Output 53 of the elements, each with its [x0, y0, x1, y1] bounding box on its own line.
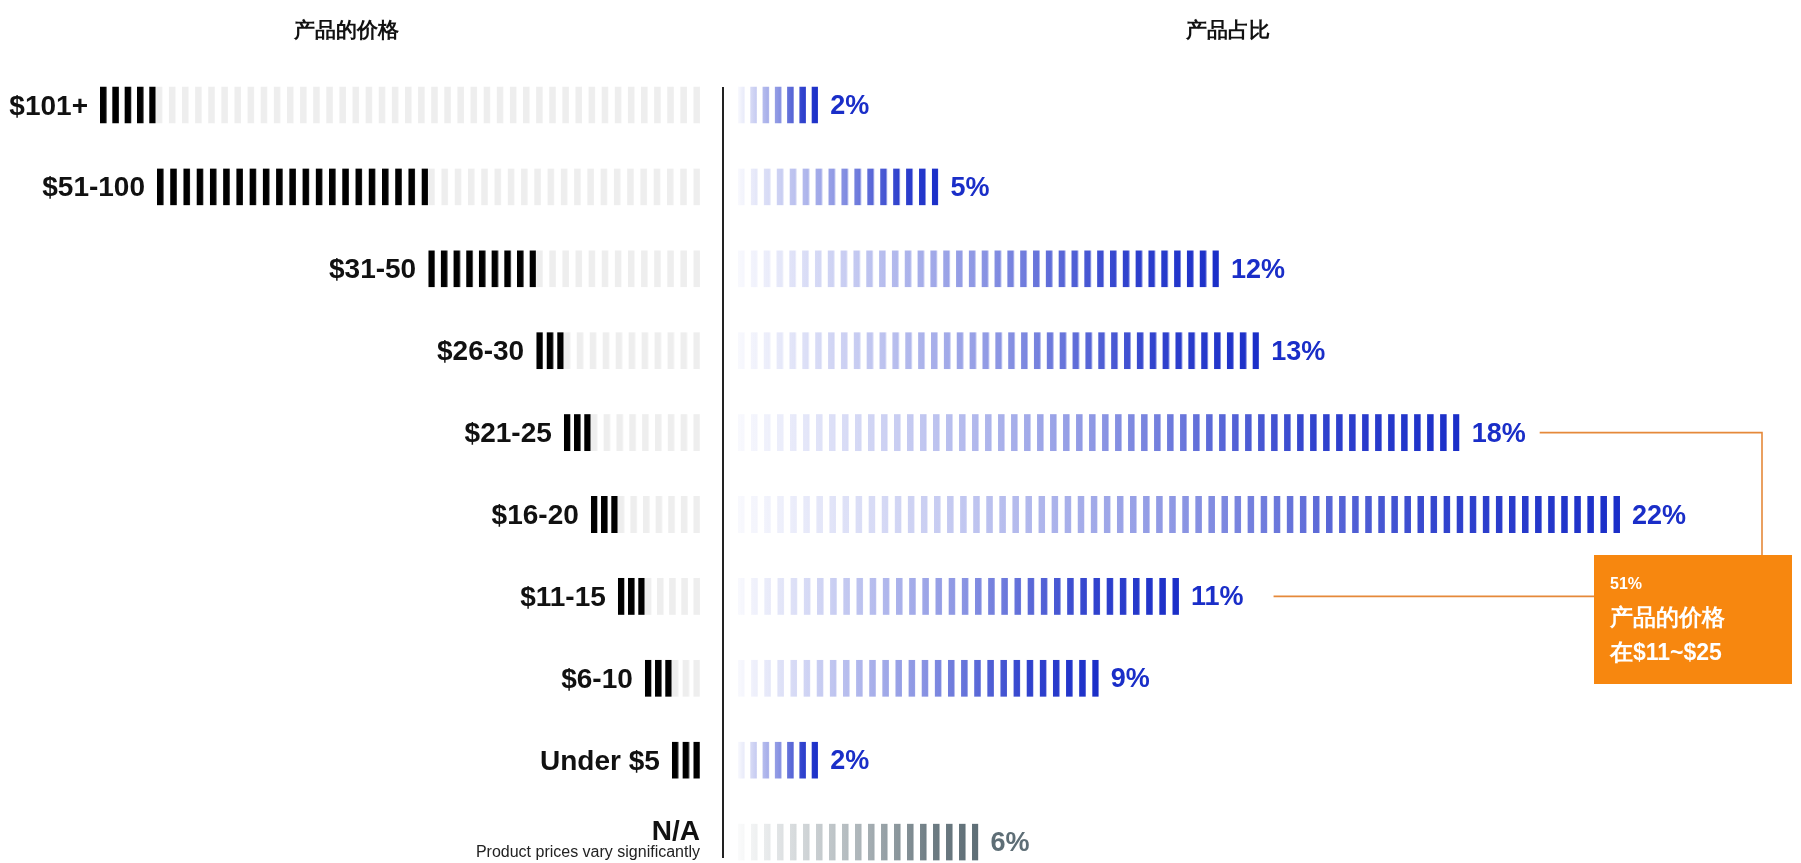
chart-title: 产品的价格 [292, 18, 400, 41]
bar [617, 577, 645, 615]
annotation: 产品的价格 [1609, 604, 1725, 630]
y-tick-label: $26-30 [437, 335, 525, 367]
y-tick-label: $6-10 [561, 662, 633, 694]
y-tick-label: $21-25 [464, 417, 552, 449]
data-label: 2% [830, 90, 870, 120]
annotation: Product prices vary significantly [475, 843, 700, 861]
bar [155, 86, 700, 124]
bar [563, 332, 700, 370]
bar [738, 332, 1260, 370]
bar [536, 250, 700, 288]
chart-title: 产品占比 [1185, 18, 1270, 41]
data-label: 18% [1471, 417, 1526, 448]
bar [738, 741, 819, 779]
data-label: 9% [1110, 663, 1150, 694]
bar [617, 496, 700, 533]
bar [738, 823, 979, 861]
y-tick-label: N/A [651, 814, 700, 846]
bar [563, 414, 591, 452]
y-tick-label: Under $5 [539, 744, 660, 776]
bar [738, 168, 939, 206]
bar [590, 496, 618, 533]
bar [428, 168, 700, 206]
bar [738, 659, 1099, 697]
annotation: 51% [1610, 575, 1643, 592]
data-label: 2% [830, 745, 870, 776]
data-label: 5% [950, 171, 990, 202]
bar [100, 86, 156, 124]
y-tick-label: $11-15 [520, 580, 606, 612]
data-label: 12% [1231, 253, 1286, 284]
bar [738, 577, 1179, 615]
data-label: 6% [990, 827, 1030, 858]
bar [536, 332, 564, 370]
bar [157, 168, 429, 206]
bar [428, 250, 537, 288]
data-label: 13% [1271, 335, 1326, 366]
bar [738, 496, 1620, 533]
y-tick-label: $31-50 [329, 253, 417, 285]
bar [590, 414, 700, 452]
bar [644, 577, 700, 615]
bar [738, 414, 1460, 452]
bar [671, 741, 700, 779]
y-tick-label: $16-20 [491, 499, 579, 530]
y-tick-label: $51-100 [42, 171, 145, 203]
data-label: 11% [1191, 581, 1244, 612]
bar [644, 659, 672, 697]
y-tick-label: $101+ [9, 89, 88, 121]
data-label: 22% [1632, 499, 1687, 530]
bar [738, 250, 1220, 288]
bar [671, 659, 700, 697]
bar [738, 86, 819, 124]
annotation: 在$11~$25 [1609, 639, 1723, 665]
